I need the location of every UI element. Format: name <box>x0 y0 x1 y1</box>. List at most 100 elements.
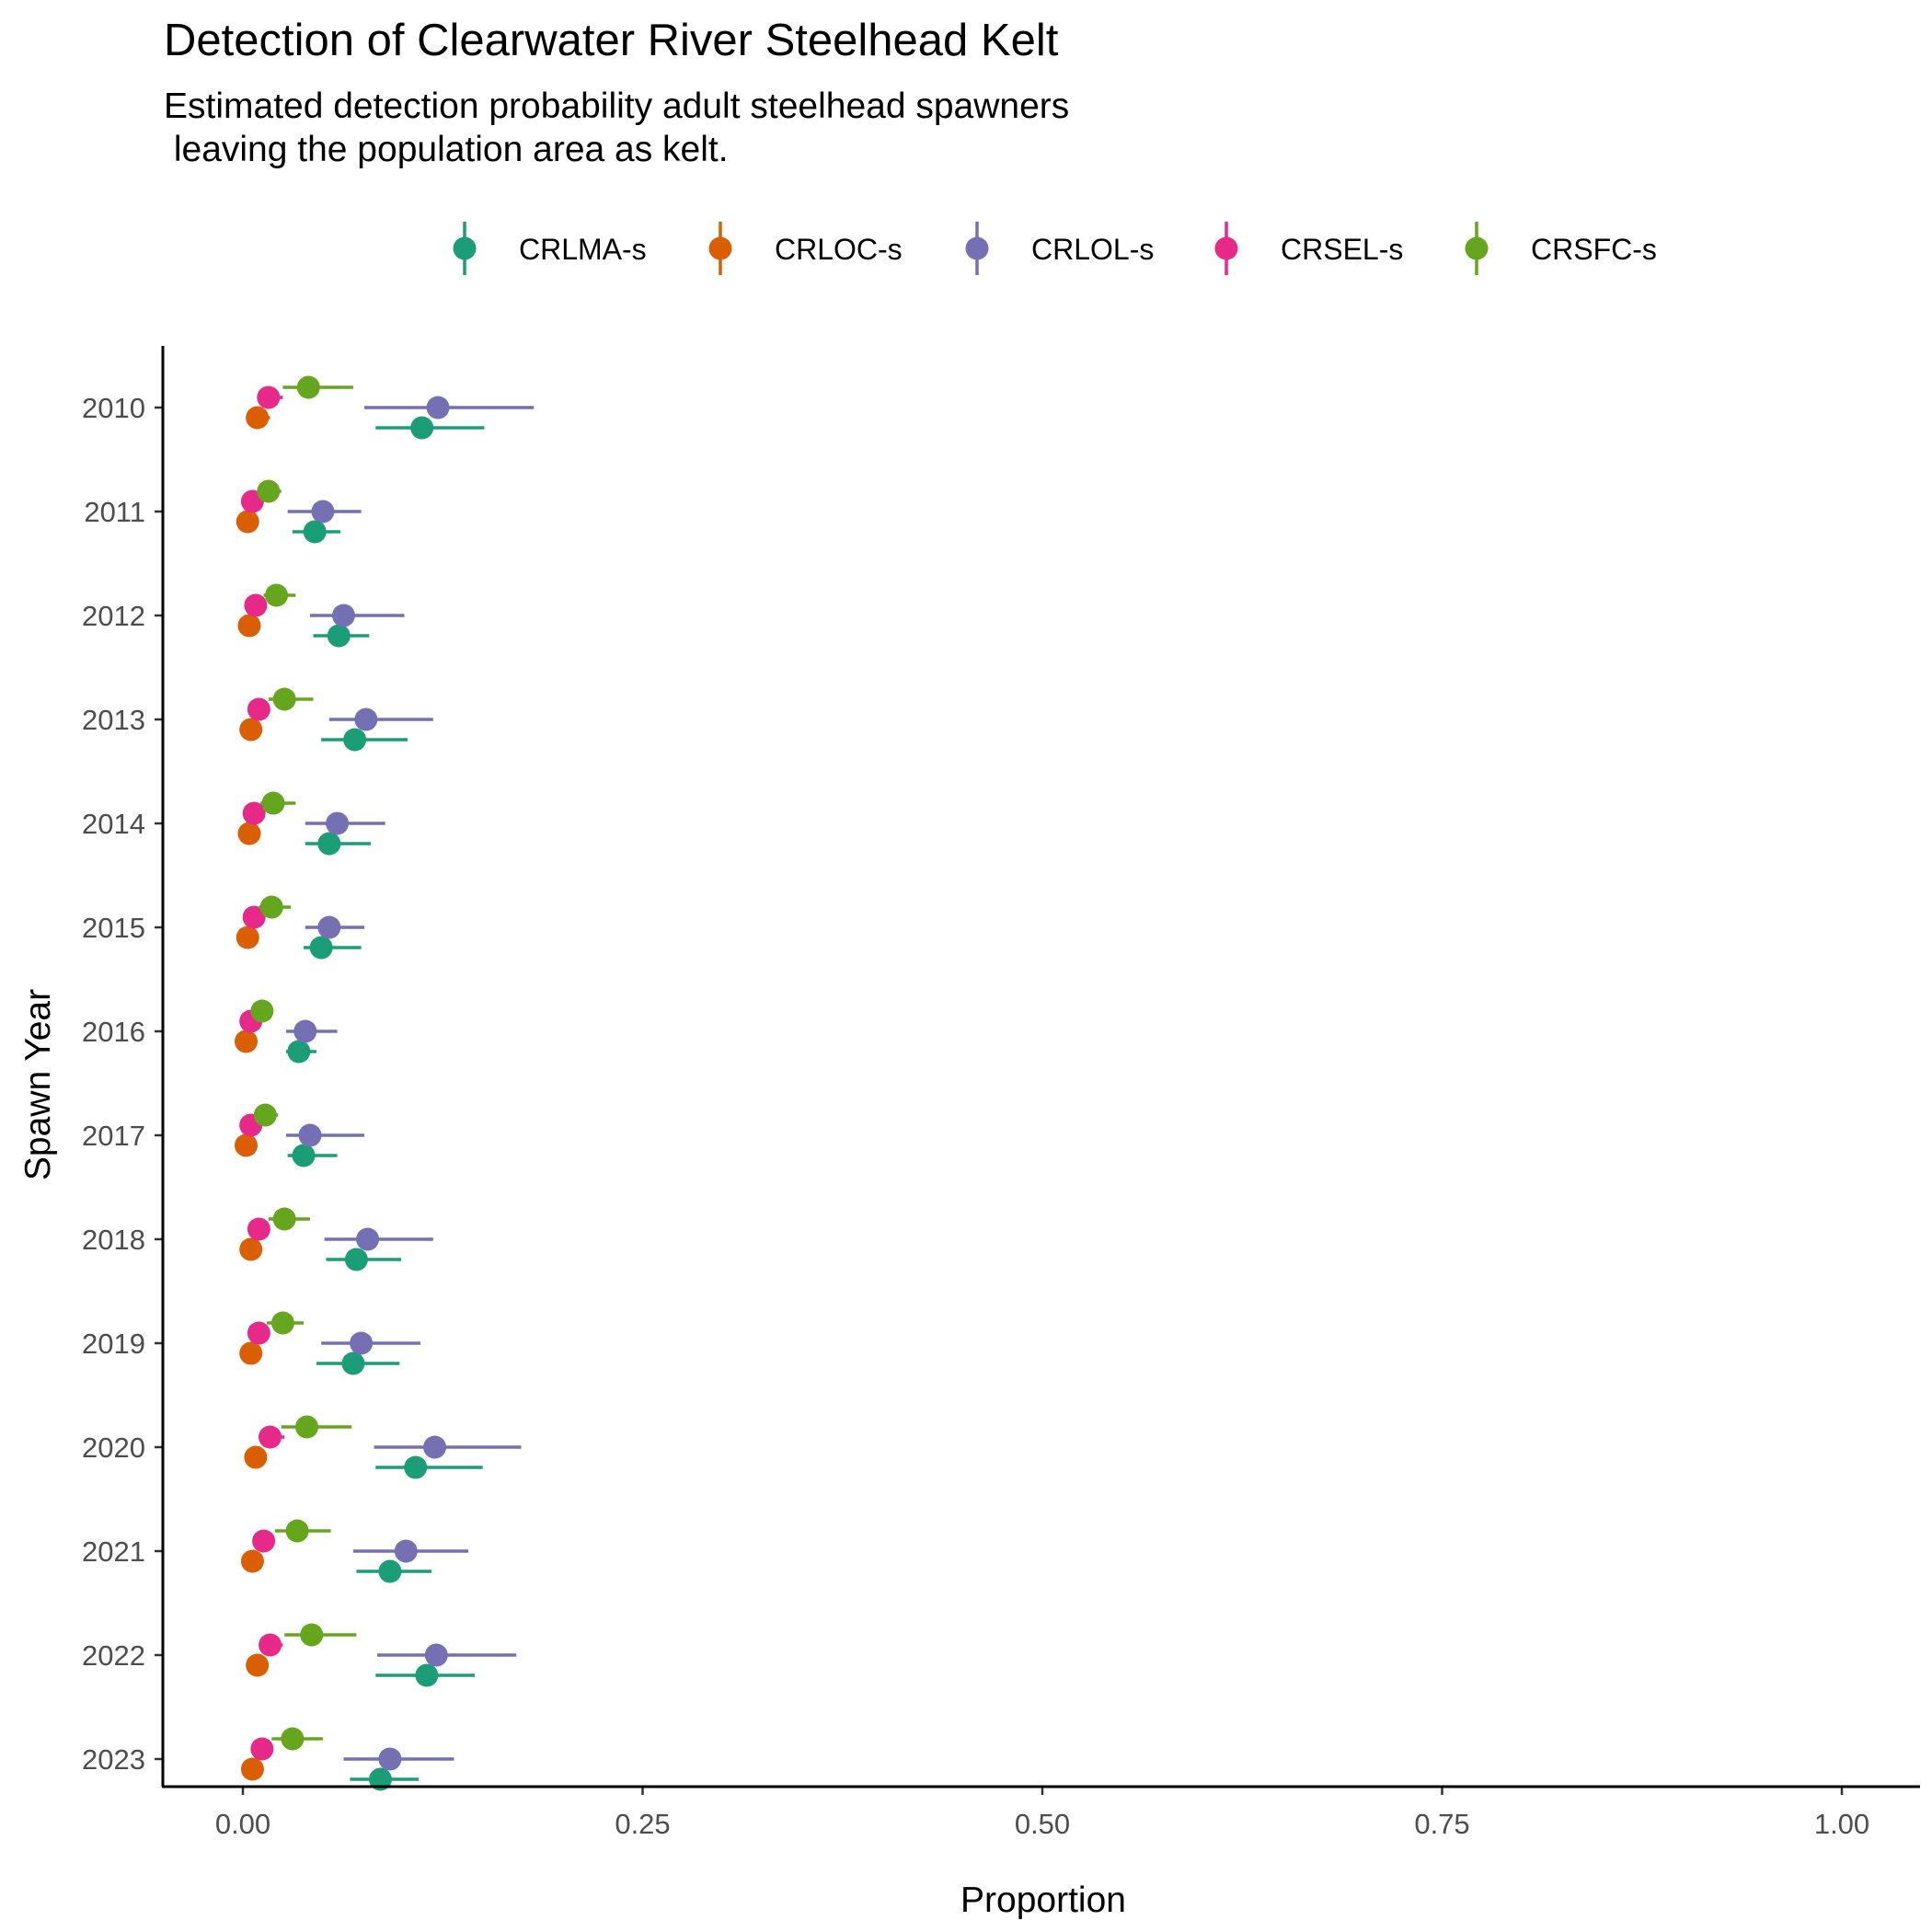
x-tick-label: 0.75 <box>1414 1808 1469 1840</box>
legend-item-CRLMA-s: CRLMA-s <box>453 222 647 275</box>
data-point <box>240 1549 264 1573</box>
data-point <box>356 1227 380 1251</box>
data-point <box>423 1435 447 1459</box>
data-point <box>252 1529 276 1553</box>
legend: CRLMA-s CRLOC-s CRLOL-s CRSEL-s CRSFC-s <box>453 222 1657 275</box>
data-point <box>247 1321 270 1345</box>
data-point <box>287 1040 311 1064</box>
data-point <box>300 1623 324 1647</box>
chart-title: Detection of Clearwater River Steelhead … <box>164 16 1059 65</box>
data-point <box>311 500 335 523</box>
data-point <box>344 1248 368 1271</box>
data-point <box>350 1331 374 1355</box>
data-point <box>295 1415 319 1439</box>
data-point <box>309 936 333 960</box>
data-point <box>317 832 341 856</box>
data-point <box>234 1133 258 1157</box>
x-axis-title: Proportion <box>960 1880 1126 1920</box>
data-point <box>259 1633 282 1657</box>
data-point <box>250 1737 274 1761</box>
data-point <box>296 375 320 399</box>
data-point <box>240 1757 264 1781</box>
data-point <box>246 406 270 430</box>
data-point <box>239 718 263 742</box>
y-tick-label: 2012 <box>82 600 145 632</box>
data-point <box>261 791 285 815</box>
data-point <box>259 895 283 919</box>
x-tick-label: 0.50 <box>1015 1808 1070 1840</box>
data-point <box>236 926 259 949</box>
data-point <box>237 614 261 638</box>
x-tick-label: 0.00 <box>215 1808 270 1840</box>
data-point <box>341 1351 365 1375</box>
data-point <box>246 1653 270 1677</box>
y-axis-ticks: 2010 2011 2012 2013 2014 2015 2016 2017 2018 2019… <box>82 392 163 1776</box>
data-point <box>303 520 327 544</box>
data-point <box>298 1123 322 1147</box>
data-point <box>257 479 281 503</box>
data-point <box>257 385 281 409</box>
data-point <box>272 1207 296 1231</box>
legend-item-CRSEL-s: CRSEL-s <box>1214 222 1403 275</box>
series-CRSFC-s <box>250 375 357 1751</box>
data-point <box>331 604 355 627</box>
data-point <box>292 1144 316 1167</box>
y-tick-label: 2017 <box>82 1120 145 1152</box>
data-point <box>368 1767 392 1791</box>
legend-key-point <box>453 236 477 260</box>
data-point <box>410 416 434 440</box>
x-tick-label: 0.25 <box>615 1808 670 1840</box>
data-point <box>424 1643 448 1667</box>
legend-label: CRLOC-s <box>775 233 903 266</box>
data-point <box>426 396 450 420</box>
chart-subtitle: Estimated detection probability adult st… <box>164 86 1070 169</box>
y-tick-label: 2011 <box>84 496 145 528</box>
y-tick-label: 2018 <box>82 1224 145 1256</box>
data-point <box>264 583 288 607</box>
series-CRLOL-s <box>285 396 535 1771</box>
data-point <box>253 1103 277 1127</box>
data-point <box>272 687 296 711</box>
data-point <box>239 1237 263 1261</box>
y-tick-label: 2019 <box>82 1328 145 1360</box>
series-CRLOC-s <box>234 406 270 1781</box>
legend-key-point <box>1214 236 1238 260</box>
data-point <box>244 593 268 617</box>
data-point <box>404 1455 428 1479</box>
data-point <box>250 999 274 1023</box>
y-tick-label: 2022 <box>82 1639 145 1672</box>
data-point <box>378 1559 402 1583</box>
data-point <box>247 1217 270 1241</box>
data-point <box>239 1341 263 1365</box>
series-CRLMA-s <box>285 416 485 1791</box>
data-point <box>242 801 266 825</box>
data-point <box>415 1663 439 1687</box>
legend-key-point <box>708 236 732 260</box>
data-point <box>242 905 266 929</box>
y-tick-label: 2010 <box>82 392 145 424</box>
data-point <box>236 510 259 534</box>
legend-label: CRSFC-s <box>1531 233 1657 266</box>
data-point <box>247 697 270 721</box>
data-point <box>237 822 261 845</box>
data-point <box>327 624 351 648</box>
data-point <box>378 1747 402 1771</box>
data-point <box>293 1019 317 1043</box>
legend-label: CRLMA-s <box>519 233 647 266</box>
legend-key-point <box>965 236 989 260</box>
data-point <box>394 1539 418 1563</box>
legend-item-CRLOC-s: CRLOC-s <box>708 222 903 275</box>
x-tick-label: 1.00 <box>1814 1808 1869 1840</box>
legend-label: CRSEL-s <box>1281 233 1403 266</box>
data-point <box>354 707 378 731</box>
y-tick-label: 2023 <box>82 1743 145 1776</box>
data-point <box>244 1445 268 1469</box>
x-axis-ticks: 0.00 0.25 0.50 0.75 1.00 <box>215 1787 1869 1840</box>
y-tick-label: 2016 <box>82 1016 145 1048</box>
data-marks <box>234 375 535 1791</box>
data-point <box>281 1727 305 1751</box>
data-point <box>270 1311 294 1335</box>
y-tick-label: 2013 <box>82 704 145 736</box>
data-point <box>285 1519 309 1543</box>
